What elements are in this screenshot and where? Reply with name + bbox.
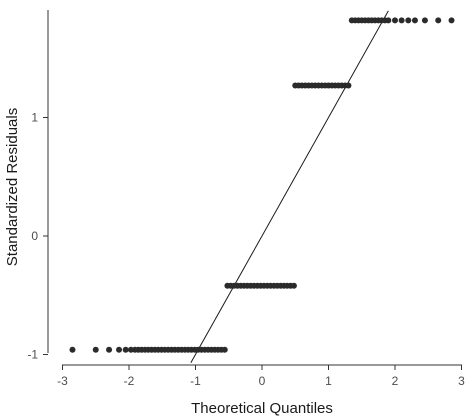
reference-line <box>190 10 389 364</box>
data-point <box>448 17 455 24</box>
y-tick-label: -1 <box>27 348 38 362</box>
data-point <box>411 17 418 24</box>
data-point <box>435 17 442 24</box>
data-point <box>69 346 76 353</box>
x-tick-label: -3 <box>57 374 68 388</box>
data-point <box>106 346 113 353</box>
data-point <box>116 346 123 353</box>
y-axis-ticks: -1 0 1 <box>27 111 48 362</box>
y-tick-label: 1 <box>31 111 38 125</box>
data-point <box>421 17 428 24</box>
x-tick-label: 2 <box>392 374 399 388</box>
x-tick-label: 1 <box>325 374 332 388</box>
data-point <box>398 17 405 24</box>
x-tick-label: -1 <box>190 374 201 388</box>
x-axis-title: Theoretical Quantiles <box>191 400 333 417</box>
data-point <box>221 346 228 353</box>
y-tick-label: 0 <box>31 229 38 243</box>
y-axis-title: Standardized Residuals <box>4 108 21 266</box>
data-point <box>405 17 412 24</box>
data-points <box>69 17 455 353</box>
data-point <box>385 17 392 24</box>
data-point <box>392 17 398 24</box>
data-point <box>92 346 99 353</box>
x-tick-label: 0 <box>259 374 266 388</box>
data-point <box>345 82 352 89</box>
x-tick-label: 3 <box>458 374 465 388</box>
x-tick-label: -2 <box>124 374 135 388</box>
x-axis-ticks: -3 -2 -1 0 1 2 3 <box>57 365 465 388</box>
data-point <box>290 282 297 289</box>
plot-area <box>69 10 455 364</box>
data-point <box>122 346 129 353</box>
